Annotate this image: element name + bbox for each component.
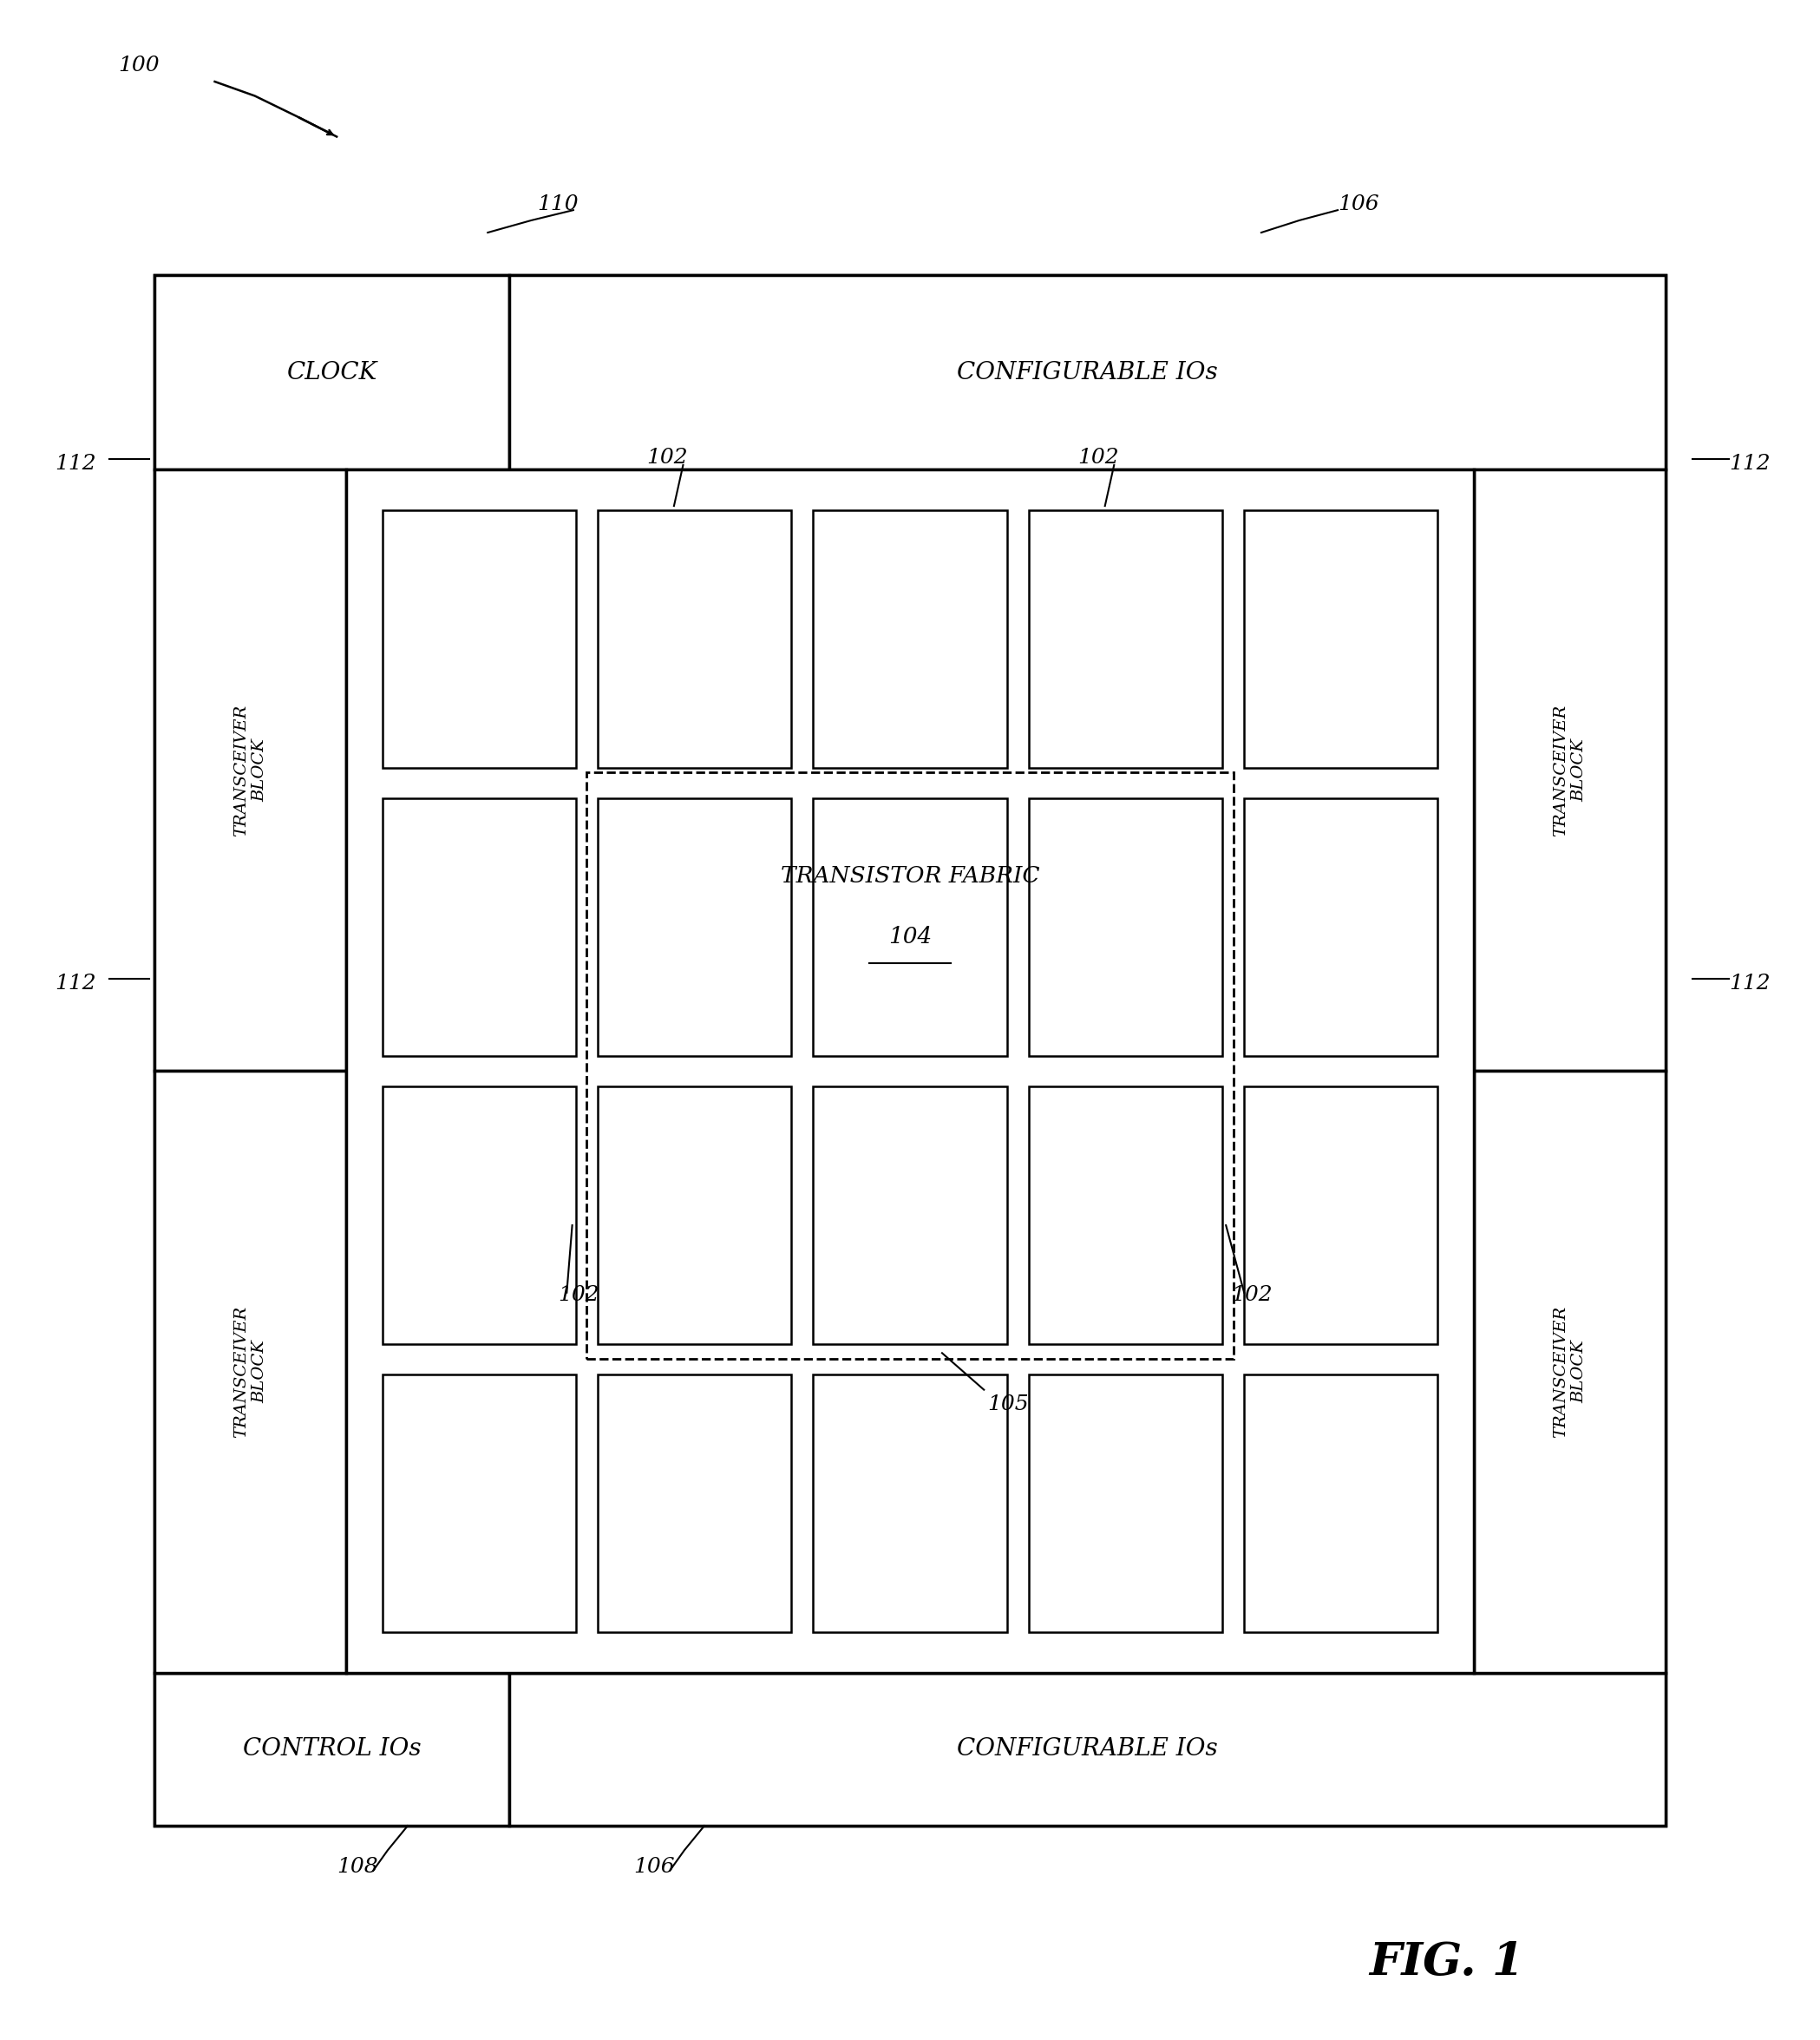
Text: CONFIGURABLE IOs: CONFIGURABLE IOs — [957, 361, 1218, 384]
Text: FIG. 1: FIG. 1 — [1369, 1940, 1525, 1985]
Text: CONFIGURABLE IOs: CONFIGURABLE IOs — [957, 1738, 1218, 1761]
FancyBboxPatch shape — [155, 275, 510, 469]
Text: 104: 104 — [888, 926, 932, 949]
FancyBboxPatch shape — [155, 469, 346, 1071]
Text: 108: 108 — [337, 1856, 379, 1877]
Text: CONTROL IOs: CONTROL IOs — [242, 1738, 422, 1761]
Text: TRANSCEIVER
BLOCK: TRANSCEIVER BLOCK — [233, 704, 268, 836]
Text: 112: 112 — [55, 453, 96, 473]
Text: TRANSCEIVER
BLOCK: TRANSCEIVER BLOCK — [1552, 1306, 1587, 1438]
Text: 106: 106 — [1338, 194, 1380, 214]
FancyBboxPatch shape — [382, 1087, 575, 1344]
FancyBboxPatch shape — [1245, 1087, 1438, 1344]
Text: 102: 102 — [1077, 447, 1119, 467]
FancyBboxPatch shape — [597, 1375, 792, 1632]
Text: 102: 102 — [646, 447, 688, 467]
FancyBboxPatch shape — [510, 275, 1665, 469]
FancyBboxPatch shape — [155, 1673, 510, 1826]
Text: 102: 102 — [557, 1285, 599, 1306]
Text: 106: 106 — [633, 1856, 675, 1877]
FancyBboxPatch shape — [597, 510, 792, 767]
Text: CLOCK: CLOCK — [288, 361, 377, 384]
Text: 112: 112 — [55, 973, 96, 993]
FancyBboxPatch shape — [510, 1673, 1665, 1826]
FancyBboxPatch shape — [1245, 510, 1438, 767]
FancyBboxPatch shape — [1245, 798, 1438, 1057]
Text: TRANSCEIVER
BLOCK: TRANSCEIVER BLOCK — [233, 1306, 268, 1438]
FancyBboxPatch shape — [155, 1071, 346, 1673]
FancyBboxPatch shape — [1028, 1087, 1223, 1344]
FancyBboxPatch shape — [597, 798, 792, 1057]
Text: TRANSCEIVER
BLOCK: TRANSCEIVER BLOCK — [1552, 704, 1587, 836]
FancyBboxPatch shape — [814, 798, 1006, 1057]
FancyBboxPatch shape — [814, 1375, 1006, 1632]
Text: 102: 102 — [1232, 1285, 1272, 1306]
FancyBboxPatch shape — [814, 510, 1006, 767]
FancyBboxPatch shape — [1028, 1375, 1223, 1632]
Text: TRANSISTOR FABRIC: TRANSISTOR FABRIC — [781, 865, 1039, 887]
FancyBboxPatch shape — [1028, 510, 1223, 767]
FancyBboxPatch shape — [155, 275, 1665, 1826]
FancyBboxPatch shape — [1474, 469, 1665, 1071]
Text: 112: 112 — [1729, 973, 1771, 993]
FancyBboxPatch shape — [382, 798, 575, 1057]
Text: 105: 105 — [988, 1395, 1028, 1414]
Text: 110: 110 — [537, 194, 579, 214]
Text: 100: 100 — [118, 55, 160, 75]
FancyBboxPatch shape — [597, 1087, 792, 1344]
FancyBboxPatch shape — [1474, 1071, 1665, 1673]
FancyBboxPatch shape — [382, 510, 575, 767]
FancyBboxPatch shape — [382, 1375, 575, 1632]
FancyBboxPatch shape — [346, 469, 1474, 1673]
FancyBboxPatch shape — [1028, 798, 1223, 1057]
FancyBboxPatch shape — [1245, 1375, 1438, 1632]
FancyBboxPatch shape — [814, 1087, 1006, 1344]
Text: 112: 112 — [1729, 453, 1771, 473]
